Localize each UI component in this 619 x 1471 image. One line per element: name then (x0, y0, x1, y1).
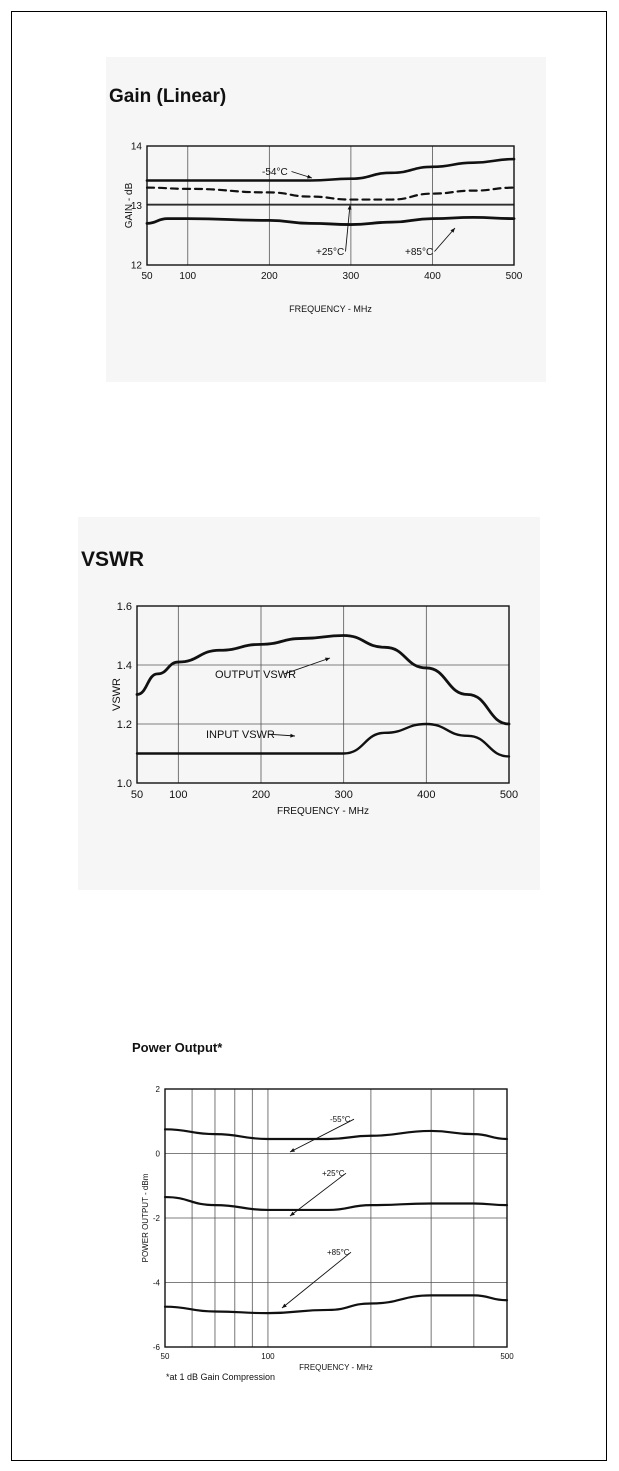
annotation-85-c: +85°C (281, 1248, 352, 1309)
annotation-25-c: +25°C (316, 204, 352, 258)
series-line-25-c (163, 1195, 509, 1212)
arrow-head-icon (325, 657, 330, 662)
y-axis-label: GAIN - dB (124, 182, 135, 228)
series-line-unlabeled-1 (145, 186, 516, 201)
annotation-input-vswr: INPUT VSWR (206, 729, 296, 741)
y-tick-label-1-6: 1.6 (117, 601, 132, 613)
series-line-output-vswr (135, 634, 511, 726)
annotation-label: -54°C (262, 167, 288, 178)
x-tick-label-200: 200 (252, 789, 270, 801)
plot-frame (164, 1088, 508, 1348)
y-tick-label-2: 2 (156, 1085, 161, 1094)
plot-frame (146, 145, 515, 266)
x-tick-label-300: 300 (343, 271, 360, 282)
x-tick-label-100: 100 (179, 271, 196, 282)
plot-frame (136, 605, 510, 784)
leader-line (283, 657, 331, 675)
leader-line (345, 204, 351, 252)
chart-power: 50 100 500 2 0 -2 -4 -6 FREQUENCY - MHz POWER OUT… (141, 1085, 514, 1372)
annotation-label: +25°C (316, 247, 344, 258)
annotation-label: +85°C (327, 1248, 350, 1257)
grid-lines (165, 1089, 507, 1347)
arrow-head-icon (290, 1211, 295, 1216)
arrow-head-icon (282, 1303, 287, 1308)
chart-title-power: Power Output* (132, 1040, 223, 1055)
chart-gain: 50 100 200 300 400 500 12 13 14 FREQUENCY - MHz GA… (124, 142, 523, 315)
x-tick-label-400: 400 (417, 789, 435, 801)
x-axis-label: FREQUENCY - MHz (277, 806, 369, 817)
chart-title-gain: Gain (Linear) (109, 86, 227, 107)
y-tick-label-13: 13 (131, 201, 143, 212)
y-tick-label-6: -6 (153, 1343, 161, 1352)
x-tick-label-500: 500 (500, 789, 518, 801)
annotation-label: INPUT VSWR (206, 729, 275, 741)
y-tick-label-1-4: 1.4 (117, 660, 132, 672)
annotation-54-c: -54°C (262, 167, 313, 179)
x-tick-label-50: 50 (131, 789, 143, 801)
x-tick-label-100: 100 (261, 1352, 275, 1361)
grid-lines (137, 606, 509, 783)
y-tick-label-1-0: 1.0 (117, 778, 132, 790)
annotation-85-c: +85°C (405, 227, 456, 258)
leader-line (289, 1172, 347, 1217)
y-tick-label-0: 0 (156, 1149, 161, 1158)
x-axis-label: FREQUENCY - MHz (299, 1363, 373, 1372)
x-tick-label-400: 400 (424, 271, 441, 282)
y-tick-label-12: 12 (131, 261, 143, 272)
annotation-label: -55°C (330, 1115, 351, 1124)
y-tick-label-14: 14 (131, 142, 143, 153)
arrow-head-icon (450, 228, 455, 233)
series-line-85-c (163, 1294, 509, 1315)
annotation-label: +85°C (405, 247, 433, 258)
grid-lines (147, 146, 514, 265)
chart-footnote-power: *at 1 dB Gain Compression (166, 1372, 276, 1382)
y-tick-label-2: -2 (153, 1214, 161, 1223)
y-tick-label-1-2: 1.2 (117, 719, 132, 731)
y-axis-label: POWER OUTPUT - dBm (141, 1173, 150, 1262)
chart-panel-vswr (78, 517, 540, 890)
arrow-head-icon (290, 733, 295, 738)
series-line-55-c (163, 1128, 509, 1141)
x-tick-label-50: 50 (161, 1352, 170, 1361)
x-axis-label: FREQUENCY - MHz (289, 304, 372, 314)
x-tick-label-100: 100 (169, 789, 187, 801)
y-tick-label-4: -4 (153, 1278, 161, 1287)
y-axis-label: VSWR (111, 678, 123, 711)
page-frame (11, 11, 607, 1461)
series-line-85-c (145, 215, 516, 226)
annotation-label: OUTPUT VSWR (215, 669, 296, 681)
arrow-head-icon (307, 174, 312, 179)
x-tick-label-50: 50 (141, 271, 153, 282)
chart-title-vswr: VSWR (81, 548, 144, 571)
leader-line (289, 1118, 355, 1153)
chart-vswr: 50 100 200 300 400 500 1.0 1.2 1.4 1.6 FREQUENCY -… (111, 601, 518, 817)
x-tick-label-500: 500 (506, 271, 523, 282)
arrow-head-icon (290, 1148, 295, 1152)
series-line-input-vswr (135, 722, 511, 758)
x-tick-label-200: 200 (261, 271, 278, 282)
leader-line (281, 1251, 352, 1309)
series-line-54-c (145, 157, 516, 182)
annotation-label: +25°C (322, 1169, 345, 1178)
annotation-55-c: -55°C (289, 1115, 355, 1153)
annotation-output-vswr: OUTPUT VSWR (215, 657, 331, 681)
leader-line (434, 227, 456, 252)
x-tick-label-300: 300 (334, 789, 352, 801)
arrow-head-icon (347, 205, 352, 210)
x-tick-label-500: 500 (500, 1352, 514, 1361)
annotation-25-c: +25°C (289, 1169, 347, 1217)
